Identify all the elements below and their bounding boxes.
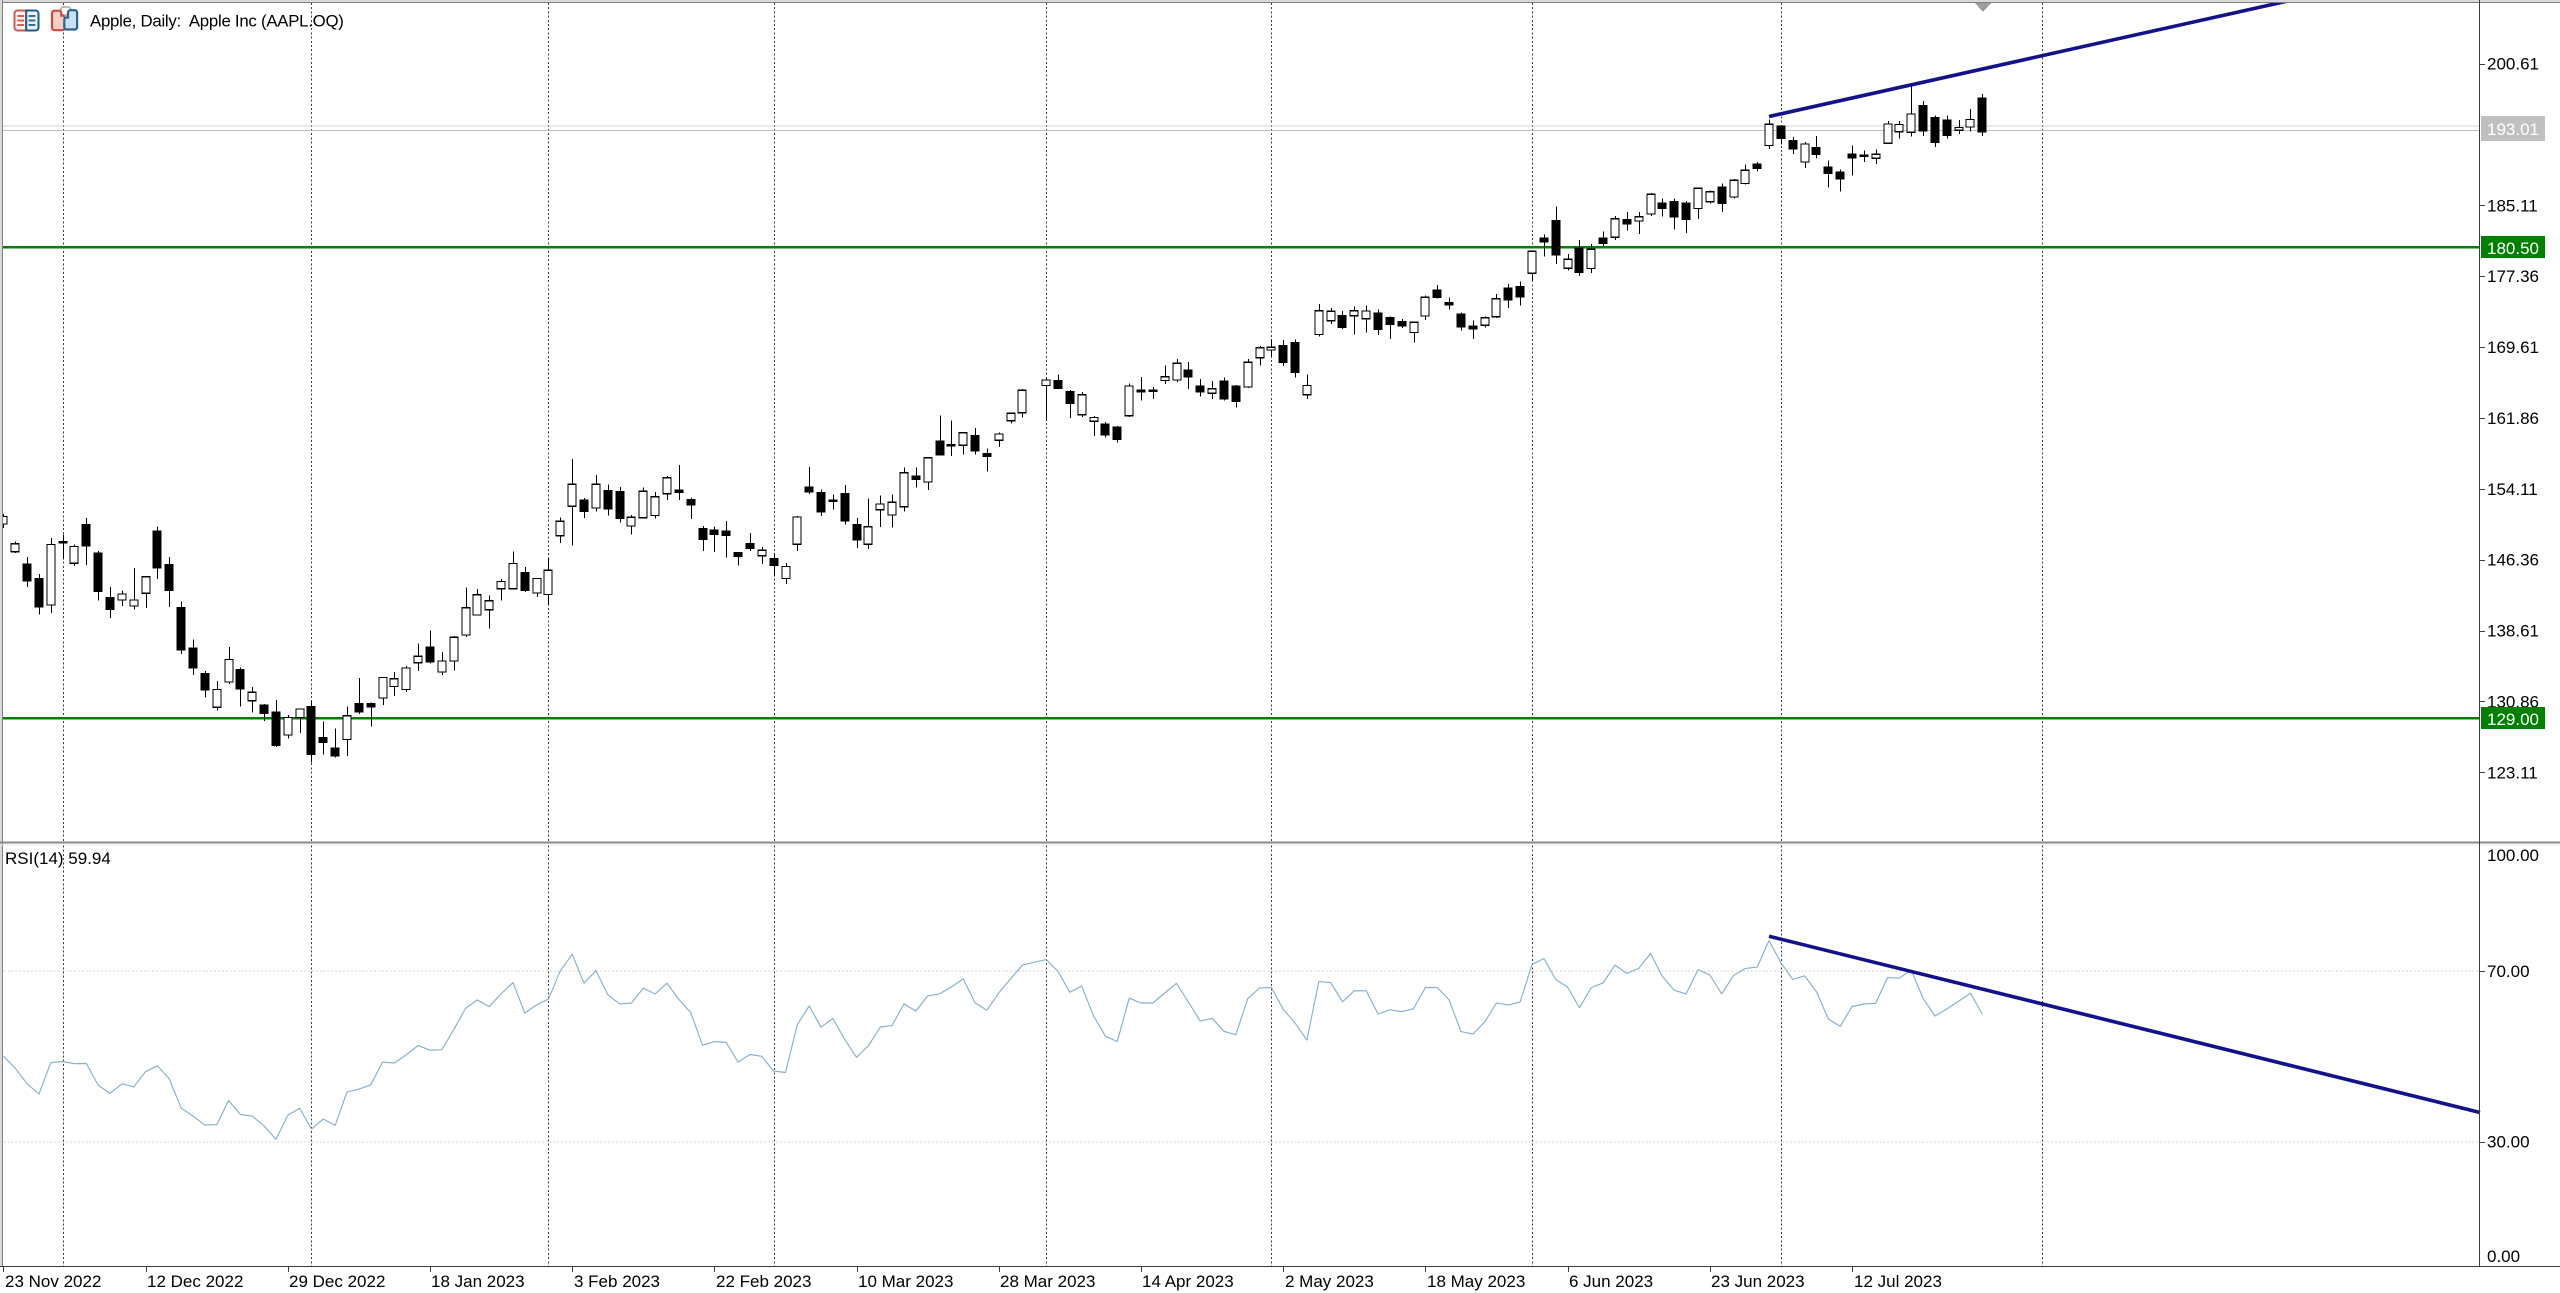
svg-text:169.61: 169.61	[2487, 338, 2539, 357]
svg-text:200.61: 200.61	[2487, 55, 2539, 74]
svg-text:100.00: 100.00	[2487, 846, 2539, 865]
svg-text:180.50: 180.50	[2487, 239, 2539, 258]
svg-text:138.61: 138.61	[2487, 622, 2539, 641]
svg-text:29 Dec 2022: 29 Dec 2022	[289, 1272, 385, 1291]
svg-text:2 May 2023: 2 May 2023	[1285, 1272, 1374, 1291]
svg-text:177.36: 177.36	[2487, 267, 2539, 286]
svg-text:146.36: 146.36	[2487, 551, 2539, 570]
svg-text:22 Feb 2023: 22 Feb 2023	[716, 1272, 811, 1291]
svg-text:RSI(14) 59.94: RSI(14) 59.94	[5, 849, 111, 868]
svg-text:23 Jun 2023: 23 Jun 2023	[1711, 1272, 1805, 1291]
svg-text:3 Feb 2023: 3 Feb 2023	[574, 1272, 660, 1291]
svg-text:6 Jun 2023: 6 Jun 2023	[1569, 1272, 1653, 1291]
svg-text:28 Mar 2023: 28 Mar 2023	[1000, 1272, 1095, 1291]
svg-text:30.00: 30.00	[2487, 1133, 2530, 1152]
svg-text:12 Jul 2023: 12 Jul 2023	[1854, 1272, 1942, 1291]
svg-text:Apple, Daily: Apple Inc (AAPL: Apple, Daily: Apple Inc (AAPL.OQ)	[90, 12, 344, 31]
svg-text:12 Dec 2022: 12 Dec 2022	[147, 1272, 243, 1291]
svg-text:0.00: 0.00	[2487, 1247, 2520, 1266]
svg-text:70.00: 70.00	[2487, 962, 2530, 981]
svg-text:161.86: 161.86	[2487, 409, 2539, 428]
svg-text:154.11: 154.11	[2487, 480, 2538, 499]
svg-text:129.00: 129.00	[2487, 710, 2539, 729]
svg-text:123.11: 123.11	[2487, 763, 2538, 782]
svg-text:18 May 2023: 18 May 2023	[1427, 1272, 1525, 1291]
svg-text:10 Mar 2023: 10 Mar 2023	[858, 1272, 953, 1291]
svg-text:185.11: 185.11	[2487, 196, 2538, 215]
svg-text:130.86: 130.86	[2487, 692, 2539, 711]
svg-text:14 Apr 2023: 14 Apr 2023	[1142, 1272, 1234, 1291]
svg-text:18 Jan 2023: 18 Jan 2023	[431, 1272, 525, 1291]
svg-text:193.01: 193.01	[2487, 120, 2539, 139]
svg-text:23 Nov 2022: 23 Nov 2022	[5, 1272, 101, 1291]
